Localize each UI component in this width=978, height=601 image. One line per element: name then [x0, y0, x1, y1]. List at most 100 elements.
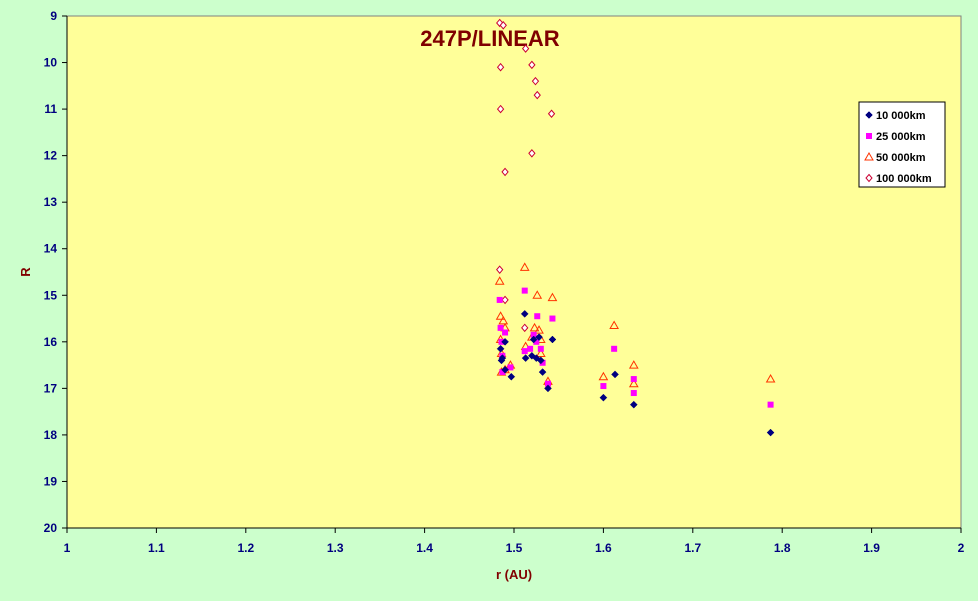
data-point: [609, 320, 619, 330]
data-point: [521, 44, 530, 53]
data-point: [539, 359, 546, 366]
data-point: [528, 149, 536, 158]
x-tick-label: 1: [64, 541, 71, 555]
chart-title: 247P/LINEAR: [420, 26, 559, 51]
data-point: [544, 380, 551, 387]
data-point: [502, 329, 509, 336]
plot-area: [66, 15, 962, 529]
data-point: [521, 354, 530, 362]
data-point: [529, 335, 538, 344]
data-series: [494, 18, 776, 437]
data-point: [531, 76, 540, 86]
y-axis-title: R: [18, 267, 33, 277]
data-point: [544, 384, 552, 393]
data-point: [547, 109, 556, 119]
data-point: [864, 151, 874, 161]
y-tick-label: 13: [44, 195, 58, 209]
data-point: [766, 428, 775, 437]
y-tick-label: 12: [44, 149, 58, 163]
data-point: [535, 333, 543, 342]
data-point: [496, 265, 504, 274]
data-point: [534, 325, 544, 334]
y-tick-label: 15: [44, 288, 58, 302]
data-point: [519, 262, 530, 271]
x-tick-label: 1.3: [327, 541, 344, 555]
legend-label: 100 000km: [876, 173, 932, 185]
x-axis-ticks: 1 1.1 1.2 1.3 1.4 1.5 1.6 1.7 1.8 1.9 2: [64, 528, 965, 555]
data-point: [599, 393, 608, 402]
series-100-000km: [496, 18, 556, 333]
data-point: [521, 323, 529, 333]
data-point: [501, 337, 509, 346]
x-tick-label: 1.4: [416, 541, 433, 555]
data-point: [548, 335, 557, 344]
data-point: [497, 324, 504, 331]
x-tick-label: 1.8: [774, 541, 791, 555]
data-point: [496, 296, 503, 303]
data-point: [865, 111, 873, 119]
data-point: [534, 313, 541, 320]
data-point: [501, 295, 509, 305]
data-point: [530, 331, 537, 338]
data-point: [533, 338, 540, 345]
data-point: [598, 371, 609, 381]
data-point: [866, 133, 872, 139]
y-tick-label: 19: [44, 474, 58, 488]
data-point: [496, 62, 505, 72]
data-point: [549, 315, 556, 322]
y-tick-label: 17: [44, 381, 58, 395]
legend-box: [858, 101, 946, 188]
legend-label: 10 000km: [876, 110, 926, 122]
legend-label: 25 000km: [876, 131, 926, 143]
data-point: [630, 376, 637, 383]
x-tick-label: 2: [958, 541, 965, 555]
series-10-000km: [496, 310, 775, 437]
data-point: [528, 60, 536, 70]
data-point: [498, 315, 509, 325]
data-point: [628, 360, 639, 369]
y-tick-label: 16: [44, 335, 58, 349]
data-point: [527, 345, 534, 352]
data-point: [628, 378, 639, 388]
data-point: [496, 344, 505, 353]
x-tick-label: 1.7: [684, 541, 701, 555]
y-tick-label: 20: [44, 521, 58, 535]
data-point: [521, 348, 528, 355]
y-tick-label: 14: [44, 242, 58, 256]
data-point: [865, 173, 873, 183]
data-point: [494, 276, 505, 285]
x-tick-label: 1.9: [863, 541, 880, 555]
x-tick-label: 1.2: [237, 541, 254, 555]
data-point: [507, 372, 516, 381]
data-point: [496, 104, 505, 114]
y-tick-label: 10: [44, 56, 58, 70]
data-point: [498, 354, 507, 362]
data-point: [495, 311, 506, 320]
data-point: [499, 369, 506, 376]
x-tick-label: 1.5: [506, 541, 523, 555]
data-point: [529, 322, 540, 332]
data-point: [521, 287, 528, 294]
data-point: [501, 365, 509, 374]
legend-label: 50 000km: [876, 152, 926, 164]
x-tick-label: 1.6: [595, 541, 612, 555]
data-point: [535, 348, 546, 357]
data-point: [547, 292, 558, 302]
data-point: [507, 364, 514, 371]
data-point: [501, 167, 509, 177]
data-point: [532, 290, 543, 299]
data-point: [611, 370, 619, 379]
x-axis-title: r (AU): [496, 567, 532, 582]
data-point: [767, 401, 774, 408]
data-point: [765, 374, 776, 383]
legend: 10 000km 25 000km 50 000km 100 000km: [858, 101, 946, 188]
data-point: [629, 400, 638, 409]
y-tick-label: 11: [44, 102, 57, 116]
data-point: [520, 310, 529, 318]
y-tick-label: 9: [50, 9, 57, 23]
data-point: [537, 345, 544, 352]
series-25-000km: [496, 287, 774, 408]
data-point: [533, 90, 541, 100]
y-tick-label: 18: [44, 428, 58, 442]
